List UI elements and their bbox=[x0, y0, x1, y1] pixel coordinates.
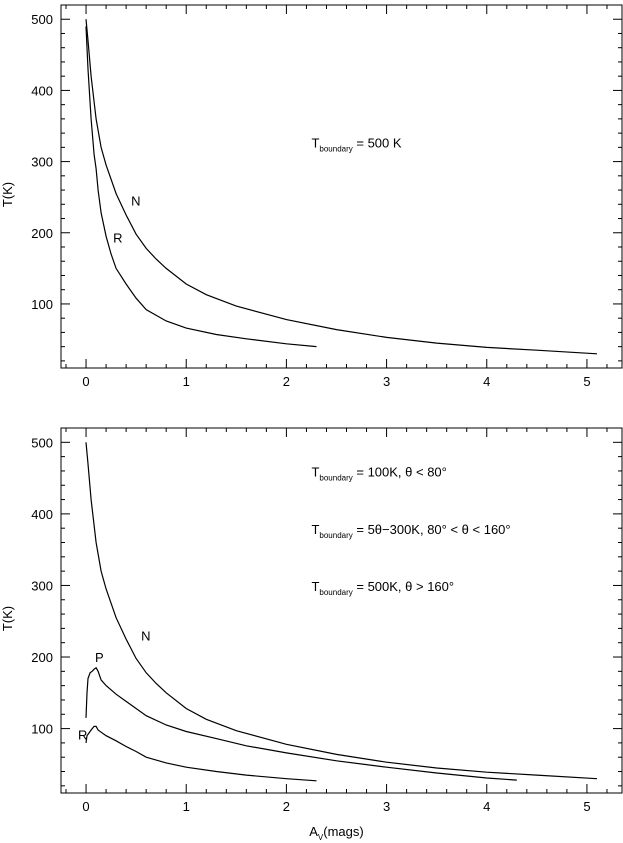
x-tick-label: 4 bbox=[483, 374, 490, 389]
series-label-R: R bbox=[78, 727, 87, 742]
x-tick-label: 5 bbox=[583, 799, 590, 814]
boundary-annotation: Tboundary = 500 K bbox=[311, 135, 401, 153]
series-line-R bbox=[85, 26, 317, 348]
annotation-main: T bbox=[311, 135, 319, 150]
annotation-rest: = 5θ−300K, 80° < θ < 160° bbox=[353, 522, 511, 537]
y-tick-label: 200 bbox=[31, 226, 53, 241]
boundary-annotation: Tboundary = 100K, θ < 80° bbox=[311, 465, 446, 483]
annotation-sub: boundary bbox=[319, 474, 352, 483]
annotation-sub: boundary bbox=[319, 144, 352, 153]
series-line-R bbox=[85, 725, 317, 782]
x-tick-label: 2 bbox=[283, 799, 290, 814]
y-tick-label: 300 bbox=[31, 578, 53, 593]
plot-frame bbox=[60, 4, 623, 369]
y-tick-label: 200 bbox=[31, 650, 53, 665]
annotation-main: T bbox=[311, 522, 319, 537]
y-tick-label: 100 bbox=[31, 297, 53, 312]
x-axis-label-rest: (mags) bbox=[323, 824, 363, 839]
y-axis-label: T(K) bbox=[0, 606, 15, 631]
y-tick-label: 500 bbox=[31, 12, 53, 27]
annotation-rest: = 100K, θ < 80° bbox=[353, 465, 447, 480]
y-tick-label: 400 bbox=[31, 83, 53, 98]
series-label-R: R bbox=[113, 231, 122, 246]
x-axis-label-main: A bbox=[309, 824, 318, 839]
series-label-N: N bbox=[131, 194, 140, 209]
x-tick-label: 1 bbox=[183, 374, 190, 389]
y-tick-label: 500 bbox=[31, 435, 53, 450]
x-tick-label: 3 bbox=[383, 799, 390, 814]
x-tick-label: 3 bbox=[383, 374, 390, 389]
chart-panel-1: 0 1 2 3 4 5 100 200 300 400 500 T(K) Tboundary = 500… bbox=[0, 4, 623, 389]
annotation-main: T bbox=[311, 579, 319, 594]
x-tick-label: 5 bbox=[583, 374, 590, 389]
y-tick-label: 300 bbox=[31, 155, 53, 170]
plot-frame bbox=[60, 427, 623, 794]
x-tick-label: 0 bbox=[82, 374, 89, 389]
series-line-N bbox=[85, 19, 598, 355]
chart-panel-2: 0 1 2 3 4 5 100 200 300 400 500 T(K) AV(mags) Tbounda… bbox=[0, 427, 623, 842]
boundary-annotation: Tboundary = 500K, θ > 160° bbox=[311, 579, 454, 597]
y-tick-label: 100 bbox=[31, 722, 53, 737]
annotation-main: T bbox=[311, 465, 319, 480]
series-line-N bbox=[85, 442, 598, 780]
x-axis-label: AV(mags) bbox=[309, 824, 363, 842]
boundary-annotation: Tboundary = 5θ−300K, 80° < θ < 160° bbox=[311, 522, 510, 540]
x-tick-label: 1 bbox=[183, 799, 190, 814]
y-tick-label: 400 bbox=[31, 507, 53, 522]
x-tick-label: 4 bbox=[483, 799, 490, 814]
y-axis-label: T(K) bbox=[0, 182, 15, 207]
annotation-rest: = 500K, θ > 160° bbox=[353, 579, 454, 594]
x-axis-label-sub: V bbox=[318, 833, 324, 842]
series-line-P bbox=[85, 666, 517, 781]
annotation-rest: = 500 K bbox=[353, 135, 402, 150]
series-label-N: N bbox=[141, 629, 150, 644]
x-tick-label: 2 bbox=[283, 374, 290, 389]
annotation-sub: boundary bbox=[319, 531, 352, 540]
annotation-sub: boundary bbox=[319, 588, 352, 597]
x-tick-label: 0 bbox=[82, 799, 89, 814]
series-label-P: P bbox=[95, 650, 104, 665]
